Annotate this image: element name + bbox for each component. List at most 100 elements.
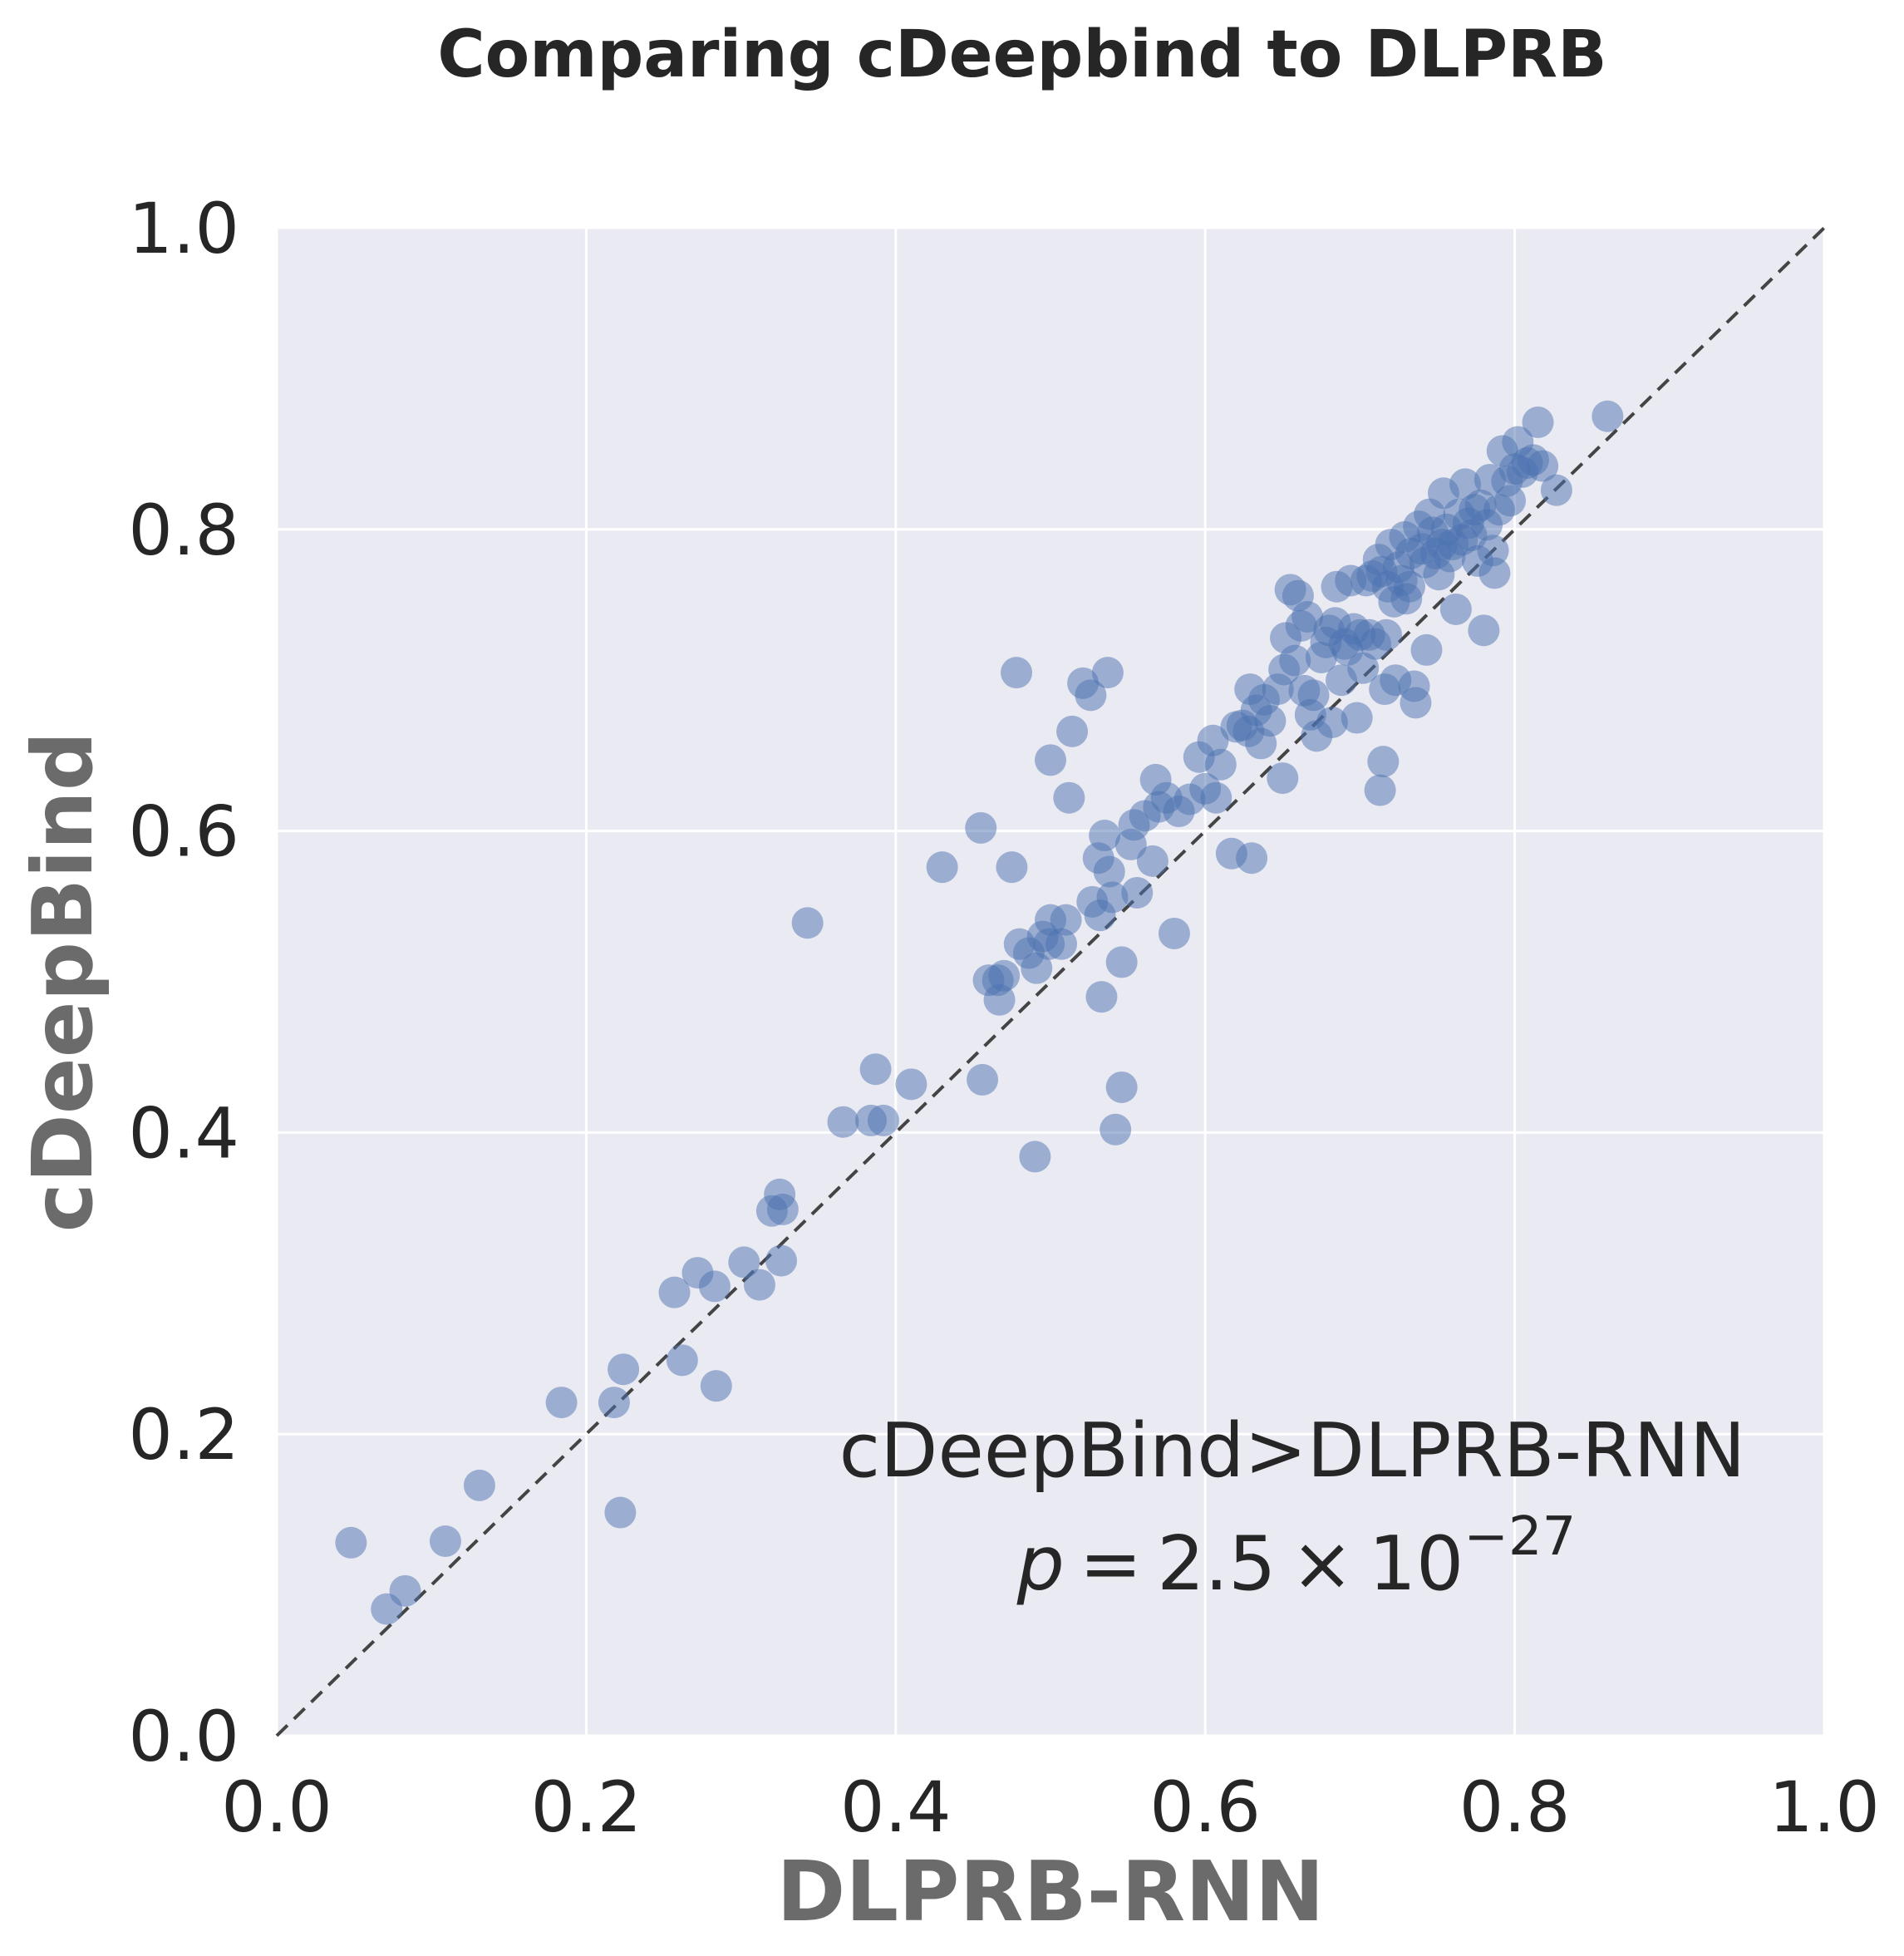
data-point: [1393, 570, 1425, 603]
data-point: [1468, 614, 1500, 647]
data-point: [1410, 633, 1443, 666]
x-tick-labels: 0.0 0.2 0.4 0.6 0.8 1.0: [221, 1766, 1880, 1848]
data-point: [766, 1193, 799, 1225]
p-mantissa: 2.5: [1157, 1520, 1276, 1608]
data-point: [463, 1469, 495, 1501]
y-tick-label: 0.8: [128, 490, 239, 571]
data-point: [1100, 1113, 1132, 1146]
y-tick-label: 0.2: [128, 1394, 239, 1476]
x-tick-label: 0.6: [1149, 1766, 1261, 1848]
equals-sign: =: [1080, 1520, 1142, 1608]
data-point: [1254, 705, 1287, 737]
data-point: [1085, 981, 1118, 1013]
data-point: [1089, 820, 1121, 852]
data-point: [1400, 687, 1432, 719]
data-point: [1527, 450, 1559, 482]
data-point: [1279, 644, 1311, 677]
p-exponent: −27: [1464, 1506, 1576, 1568]
data-point: [1370, 618, 1403, 651]
times-sign: ×: [1291, 1520, 1353, 1608]
x-tick-label: 1.0: [1769, 1766, 1880, 1848]
data-point: [988, 959, 1021, 992]
data-point: [1200, 781, 1232, 814]
data-point: [1477, 535, 1509, 567]
data-point: [1121, 876, 1154, 909]
y-tick-label: 0.0: [128, 1696, 239, 1777]
data-point: [598, 1387, 630, 1419]
data-point: [658, 1276, 691, 1308]
data-point: [545, 1387, 578, 1419]
data-point: [965, 811, 997, 844]
y-tick-label: 1.0: [128, 188, 239, 269]
data-point: [1019, 1141, 1051, 1173]
data-point: [1001, 657, 1033, 689]
data-point: [983, 983, 1016, 1016]
data-point: [926, 851, 958, 884]
p-symbol: p: [1016, 1520, 1065, 1608]
x-tick-label: 0.0: [221, 1766, 332, 1848]
data-point: [1494, 485, 1527, 517]
data-point: [867, 1104, 899, 1136]
data-point: [996, 851, 1028, 884]
data-point: [1347, 652, 1380, 684]
data-point: [1105, 1071, 1138, 1103]
p-base: 10: [1369, 1520, 1464, 1608]
data-point: [1364, 774, 1396, 806]
data-point: [1093, 855, 1125, 888]
data-point: [827, 1106, 859, 1138]
data-point: [666, 1344, 698, 1377]
data-point: [1439, 593, 1472, 625]
data-point: [743, 1269, 775, 1301]
data-point: [1045, 928, 1078, 960]
data-point: [1341, 702, 1373, 734]
data-point: [1297, 679, 1330, 712]
data-points: [335, 400, 1624, 1625]
data-point: [698, 1270, 731, 1303]
data-point: [967, 1063, 999, 1096]
data-point: [1367, 746, 1400, 778]
data-point: [1592, 400, 1624, 432]
data-point: [1053, 781, 1085, 814]
significance-annotation: cDeepBind>DLPRB-RNN p = 2.5 × 10−27: [839, 1407, 1746, 1608]
data-point: [895, 1068, 927, 1101]
grid-lines: [275, 226, 1826, 1737]
data-point: [1050, 904, 1082, 936]
data-point: [389, 1574, 421, 1607]
data-point: [1105, 946, 1138, 978]
data-point: [728, 1246, 760, 1279]
data-point: [1136, 845, 1168, 877]
data-point: [700, 1370, 732, 1402]
data-point: [765, 1244, 798, 1277]
data-point: [791, 907, 824, 939]
chart-title: Comparing cDeepbind to DLPRB: [437, 17, 1606, 92]
x-tick-label: 0.8: [1459, 1766, 1571, 1848]
x-tick-label: 0.4: [840, 1766, 952, 1848]
y-axis-label: cDeepBind: [14, 732, 111, 1233]
y-tick-label: 0.4: [128, 1092, 239, 1174]
annotation-comparison: cDeepBind>DLPRB-RNN: [839, 1407, 1746, 1495]
y-tick-labels: 0.0 0.2 0.4 0.6 0.8 1.0: [128, 188, 239, 1777]
y-tick-label: 0.6: [128, 791, 239, 873]
data-point: [1056, 715, 1089, 747]
data-point: [608, 1353, 640, 1386]
data-point: [1075, 679, 1107, 712]
data-point: [1021, 952, 1053, 984]
data-point: [1197, 724, 1229, 756]
data-point: [1478, 557, 1511, 589]
data-point: [1316, 706, 1348, 738]
data-point: [335, 1526, 367, 1559]
data-point: [1091, 657, 1124, 689]
x-tick-label: 0.2: [531, 1766, 642, 1848]
data-point: [859, 1053, 892, 1086]
x-axis-label: DLPRB-RNN: [776, 1843, 1324, 1940]
data-point: [1522, 406, 1554, 439]
data-point: [604, 1496, 637, 1529]
data-point: [1035, 744, 1066, 776]
data-point: [1096, 881, 1129, 914]
data-point: [1158, 917, 1190, 949]
data-point: [1236, 842, 1268, 875]
data-point: [1540, 474, 1572, 506]
data-point: [1204, 748, 1237, 781]
annotation-p-value: p = 2.5 × 10−27: [1016, 1506, 1577, 1608]
